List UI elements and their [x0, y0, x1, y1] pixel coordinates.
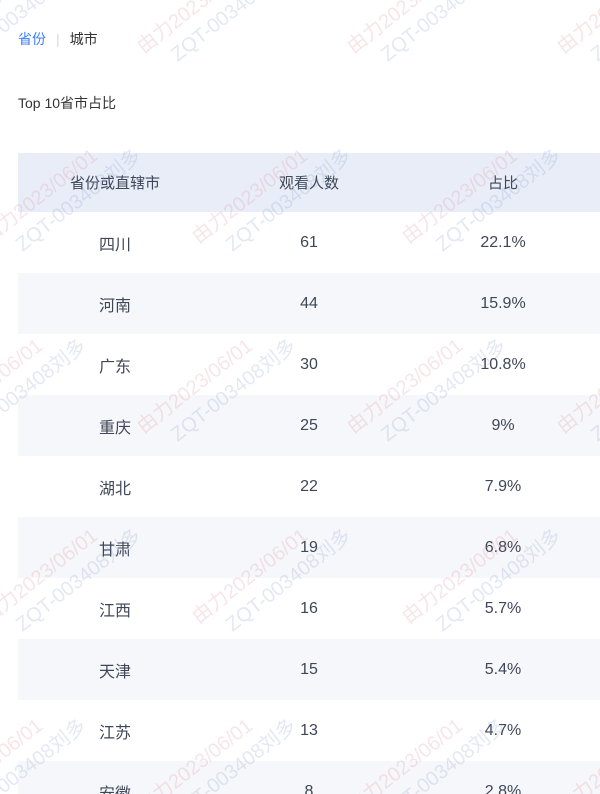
viewers-cell: 61 [300, 233, 318, 251]
province-cell: 四川 [98, 236, 131, 254]
share-cell: 6.8% [484, 538, 522, 556]
table-body: 四川 61 22.1% 河南 44 15.9% 广东 30 10.8% 重庆 25 9% 湖北 22 7.9… [18, 212, 600, 794]
tab-divider: | [56, 31, 60, 47]
share-cell: 5.4% [484, 660, 522, 678]
table-row: 重庆 25 9% [18, 395, 600, 456]
viewers-cell: 44 [300, 294, 318, 312]
province-cell: 天津 [98, 663, 131, 681]
table-row: 四川 61 22.1% [18, 212, 600, 273]
table-row: 湖北 22 7.9% [18, 456, 600, 517]
table-row: 广东 30 10.8% [18, 334, 600, 395]
column-header-share: 占比 [406, 153, 600, 212]
share-cell: 22.1% [480, 233, 526, 251]
table-header-row: 省份或直辖市 观看人数 占比 [18, 153, 600, 212]
table-row: 甘肃 19 6.8% [18, 517, 600, 578]
province-cell: 湖北 [98, 480, 131, 498]
province-cell: 河南 [98, 297, 131, 315]
viewers-cell: 16 [300, 599, 318, 617]
share-cell: 15.9% [480, 294, 526, 312]
viewers-cell: 30 [300, 355, 318, 373]
viewers-cell: 15 [300, 660, 318, 678]
share-cell: 5.7% [484, 599, 522, 617]
viewers-cell: 13 [300, 721, 318, 739]
viewers-cell: 25 [300, 416, 318, 434]
table-row: 天津 15 5.4% [18, 639, 600, 700]
table-row: 安徽 8 2.8% [18, 761, 600, 794]
province-cell: 江西 [98, 602, 131, 620]
page-title: Top 10省市占比 [18, 95, 117, 111]
province-cell: 江苏 [98, 724, 131, 742]
table-row: 江苏 13 4.7% [18, 700, 600, 761]
tab-province[interactable]: 省份 [18, 31, 46, 47]
viewers-cell: 19 [300, 538, 318, 556]
share-cell: 4.7% [484, 721, 522, 739]
share-cell: 7.9% [484, 477, 522, 495]
province-cell: 广东 [98, 358, 131, 376]
viewers-cell: 8 [304, 782, 314, 794]
share-cell: 10.8% [480, 355, 526, 373]
share-cell: 9% [491, 416, 515, 434]
tab-bar: 省份 | 城市 [0, 0, 600, 48]
top10-table: 省份或直辖市 观看人数 占比 四川 61 22.1% 河南 44 15.9% 广东 30 10.… [18, 153, 600, 794]
column-header-province: 省份或直辖市 [18, 153, 212, 212]
share-cell: 2.8% [484, 782, 522, 794]
province-cell: 安徽 [98, 785, 131, 794]
table-row: 河南 44 15.9% [18, 273, 600, 334]
viewers-cell: 22 [300, 477, 318, 495]
table-row: 江西 16 5.7% [18, 578, 600, 639]
province-cell: 甘肃 [98, 541, 131, 559]
column-header-viewers: 观看人数 [212, 153, 406, 212]
tab-city[interactable]: 城市 [69, 31, 98, 47]
province-cell: 重庆 [98, 419, 131, 437]
